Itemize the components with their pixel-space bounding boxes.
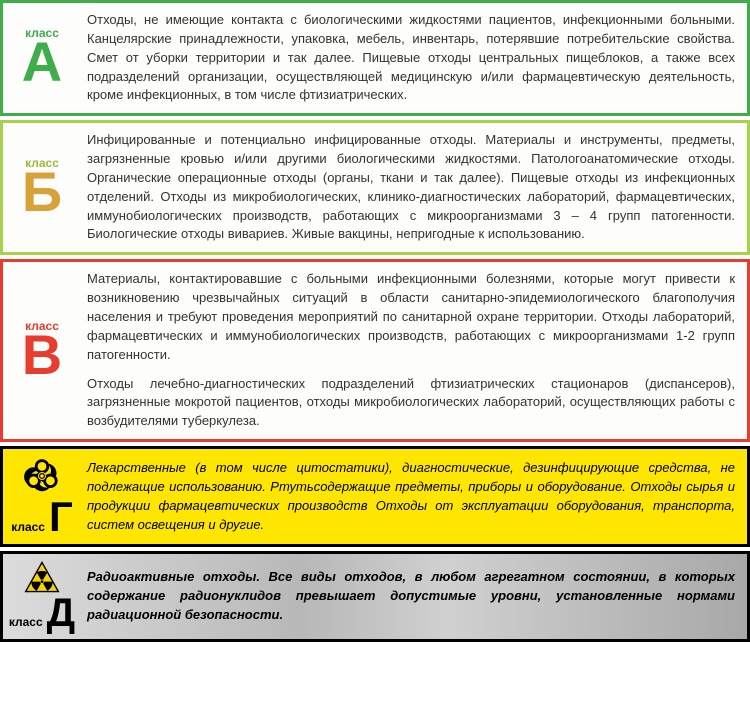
class-row-d: класс Д Радиоактивные отходы. Все виды о… bbox=[0, 551, 750, 642]
class-d-letter: Д bbox=[47, 593, 76, 633]
class-d-label-word: класс bbox=[9, 615, 43, 629]
class-g-label-word: класс bbox=[11, 520, 45, 534]
class-v-description-p2: Отходы лечебно-диагностических подраздел… bbox=[87, 375, 735, 432]
class-v-description-p1: Материалы, контактировавшие с больными и… bbox=[87, 270, 735, 364]
class-a-label-cell: класс А bbox=[3, 3, 81, 113]
class-b-label-cell: класс Б bbox=[3, 123, 81, 252]
radiation-icon bbox=[24, 561, 60, 593]
class-row-v: класс В Материалы, контактировавшие с бо… bbox=[0, 259, 750, 442]
class-row-b: класс Б Инфицированные и потенциально ин… bbox=[0, 120, 750, 255]
class-g-letter: Г bbox=[49, 496, 73, 538]
class-v-letter: В bbox=[22, 327, 62, 383]
biohazard-icon bbox=[22, 456, 62, 496]
class-g-label-cell: класс Г bbox=[3, 449, 81, 544]
class-row-g: класс Г Лекарственные (в том числе цитос… bbox=[0, 446, 750, 547]
class-d-label-cell: класс Д bbox=[3, 554, 81, 639]
class-a-description: Отходы, не имеющие контакта с биологичес… bbox=[81, 3, 747, 113]
class-v-description: Материалы, контактировавшие с больными и… bbox=[81, 262, 747, 439]
class-v-label-cell: класс В bbox=[3, 262, 81, 439]
class-row-a: класс А Отходы, не имеющие контакта с би… bbox=[0, 0, 750, 116]
class-b-description: Инфицированные и потенциально инфицирова… bbox=[81, 123, 747, 252]
class-a-letter: А bbox=[22, 34, 62, 90]
class-b-letter: Б bbox=[22, 164, 62, 220]
class-d-description: Радиоактивные отходы. Все виды отходов, … bbox=[81, 554, 747, 639]
class-g-description: Лекарственные (в том числе цитостатики),… bbox=[81, 449, 747, 544]
